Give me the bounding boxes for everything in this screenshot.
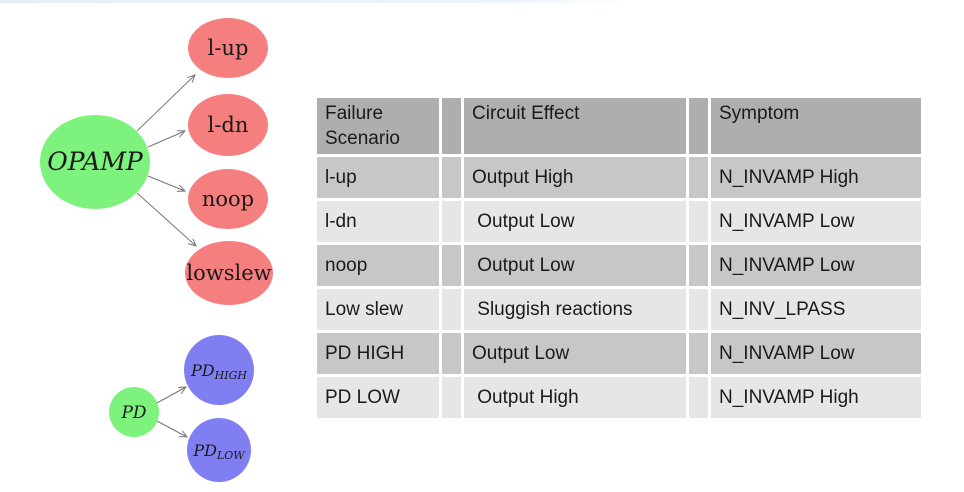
cell-effect: Output Low xyxy=(464,333,686,374)
lup-node xyxy=(188,18,268,78)
lowslew-node-label: lowslew xyxy=(186,261,271,285)
cell-symptom: N_INVAMP High xyxy=(711,157,921,198)
pdlow-node xyxy=(187,418,251,482)
header-circuit-effect: Circuit Effect xyxy=(464,98,686,154)
cell-spacer xyxy=(442,201,461,242)
cell-effect: Sluggish reactions xyxy=(464,289,686,330)
cell-spacer xyxy=(689,377,708,418)
table-row-lup: l-up Output High N_INVAMP High xyxy=(317,157,921,198)
opamp-node xyxy=(40,115,150,209)
table-row-noop: noop Output Low N_INVAMP Low xyxy=(317,245,921,286)
cell-spacer xyxy=(689,289,708,330)
edge-opamp-to-noop xyxy=(147,175,185,191)
header-failure-scenario: Failure Scenario xyxy=(317,98,439,154)
header-spacer-1 xyxy=(442,98,461,154)
cell-spacer xyxy=(689,201,708,242)
lowslew-node xyxy=(185,241,273,305)
cell-effect: Output Low xyxy=(464,201,686,242)
pd-node xyxy=(109,387,159,437)
pdlow-node-label: PDLOW xyxy=(192,441,246,462)
cell-symptom: N_INVAMP Low xyxy=(711,245,921,286)
cell-spacer xyxy=(689,333,708,374)
cell-effect: Output High xyxy=(464,157,686,198)
table-row-pdhigh: PD HIGH Output Low N_INVAMP Low xyxy=(317,333,921,374)
pdhigh-base: PD xyxy=(190,361,215,380)
pdlow-subscript: LOW xyxy=(216,449,246,462)
cell-symptom: N_INVAMP High xyxy=(711,377,921,418)
cell-scenario: PD HIGH xyxy=(317,333,439,374)
pd-tree: PD PDHIGH PDLOW xyxy=(109,335,254,482)
edge-opamp-to-lup xyxy=(136,75,195,132)
noop-node xyxy=(188,169,268,229)
table-row-pdlow: PD LOW Output High N_INVAMP High xyxy=(317,377,921,418)
cell-spacer xyxy=(442,333,461,374)
header-spacer-2 xyxy=(689,98,708,154)
pd-node-label: PD xyxy=(120,403,146,423)
edge-opamp-to-ldn xyxy=(147,131,185,148)
ldn-node xyxy=(188,94,268,156)
cell-symptom: N_INVAMP Low xyxy=(711,201,921,242)
cell-spacer xyxy=(689,157,708,198)
top-accent-strip xyxy=(0,0,632,3)
cell-spacer xyxy=(442,289,461,330)
cell-scenario: l-up xyxy=(317,157,439,198)
fault-tree-diagram: OPAMP l-up l-dn noop lowslew PD PDHIGH P… xyxy=(40,18,273,482)
table-row-ldn: l-dn Output Low N_INVAMP Low xyxy=(317,201,921,242)
cell-spacer xyxy=(442,245,461,286)
cell-spacer xyxy=(442,377,461,418)
pdhigh-subscript: HIGH xyxy=(214,369,248,382)
opamp-tree: OPAMP l-up l-dn noop lowslew xyxy=(40,18,273,305)
edge-opamp-to-lowslew xyxy=(136,192,196,246)
table-row-lowslew: Low slew Sluggish reactions N_INV_LPASS xyxy=(317,289,921,330)
cell-symptom: N_INVAMP Low xyxy=(711,333,921,374)
ldn-node-label: l-dn xyxy=(208,113,249,137)
cell-scenario: PD LOW xyxy=(317,377,439,418)
cell-symptom: N_INV_LPASS xyxy=(711,289,921,330)
cell-effect: Output Low xyxy=(464,245,686,286)
header-symptom: Symptom xyxy=(711,98,921,154)
edge-pd-to-pdlow xyxy=(156,420,187,437)
pdhigh-node xyxy=(184,335,254,405)
edge-pd-to-pdhigh xyxy=(156,387,186,404)
pdlow-base: PD xyxy=(192,441,217,460)
cell-scenario: l-dn xyxy=(317,201,439,242)
cell-spacer xyxy=(689,245,708,286)
cell-effect: Output High xyxy=(464,377,686,418)
table-header-row: Failure Scenario Circuit Effect Symptom xyxy=(317,98,921,154)
failure-symptom-table: Failure Scenario Circuit Effect Symptom … xyxy=(314,95,924,421)
cell-scenario: Low slew xyxy=(317,289,439,330)
cell-spacer xyxy=(442,157,461,198)
noop-node-label: noop xyxy=(202,187,254,211)
cell-scenario: noop xyxy=(317,245,439,286)
lup-node-label: l-up xyxy=(208,36,249,60)
pdhigh-node-label: PDHIGH xyxy=(190,361,247,382)
opamp-node-label: OPAMP xyxy=(47,147,144,176)
